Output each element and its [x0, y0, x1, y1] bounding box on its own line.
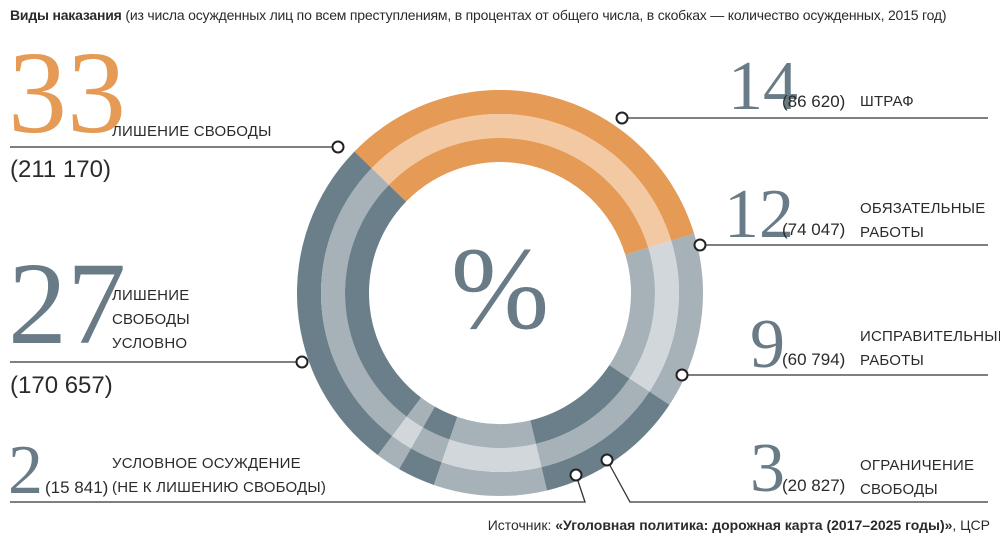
donut-middle-slice-fine	[629, 240, 679, 392]
chart-title-rest: (из числа осужденных лиц по всем преступ…	[125, 7, 947, 23]
center-percent-symbol: %	[451, 223, 549, 354]
donut-outer-slice-restriction	[399, 448, 442, 485]
pct-suspended: 27	[8, 238, 126, 369]
donut-inner-slice-compulsory	[530, 365, 630, 444]
marker-suspended	[295, 355, 309, 369]
leader-line-restriction	[606, 459, 988, 503]
label-suspended-line1: ЛИШЕНИЕ	[112, 287, 190, 304]
label-restriction-line2: СВОБОДЫ	[860, 481, 938, 498]
pct-fine: 14	[728, 48, 798, 125]
chart-title-bold: Виды наказания	[10, 7, 122, 23]
count-conditional: (15 841)	[45, 478, 109, 497]
source-note: Источник: «Уголовная политика: дорожная …	[488, 517, 990, 533]
leader-lines	[10, 117, 988, 503]
count-deprivation: (211 170)	[10, 156, 111, 183]
label-compulsory-line2: РАБОТЫ	[860, 224, 924, 241]
donut-middle-slice-correctional	[441, 439, 542, 472]
donut-middle-slice-conditional	[392, 416, 423, 449]
donut-outer-slice-fine	[649, 233, 703, 405]
label-deprivation: ЛИШЕНИЕ СВОБОДЫ	[112, 123, 272, 140]
donut-inner-slice-correctional	[449, 416, 536, 448]
donut-inner-slice-fine	[609, 247, 655, 379]
pct-restriction: 3	[750, 430, 785, 507]
pct-deprivation: 33	[8, 27, 126, 158]
marker-restriction	[600, 453, 614, 467]
label-correctional-line2: РАБОТЫ	[860, 352, 924, 369]
marker-conditional	[569, 468, 583, 482]
marker-deprivation	[331, 140, 345, 154]
donut-middle-slice-compulsory	[535, 378, 650, 468]
count-compulsory: (74 047)	[782, 220, 846, 239]
source-title: «Уголовная политика: дорожная карта (201…	[555, 517, 953, 533]
label-restriction-line1: ОГРАНИЧЕНИЕ	[860, 457, 975, 474]
donut-inner-slice-suspended	[345, 184, 422, 417]
donut-inner-slice-restriction	[422, 406, 458, 440]
leader-line-conditional	[10, 474, 586, 503]
donut-middle-slice-restriction	[411, 427, 450, 463]
label-markers	[295, 111, 707, 482]
pct-compulsory: 12	[724, 176, 794, 253]
donut-inner-slice-deprivation	[388, 137, 649, 255]
donut-outer-slice-suspended	[296, 151, 393, 456]
count-fine: (86 620)	[782, 92, 846, 111]
count-restriction: (20 827)	[782, 476, 846, 495]
pct-conditional: 2	[8, 432, 43, 509]
label-conditional-line1: УСЛОВНОЕ ОСУЖДЕНИЕ	[112, 455, 301, 472]
label-suspended-line3: УСЛОВНО	[112, 335, 188, 352]
label-correctional-line1: ИСПРАВИТЕЛЬНЫЕ	[860, 328, 1000, 345]
donut-outer-slice-correctional	[433, 462, 548, 496]
label-fine: ШТРАФ	[860, 93, 914, 110]
source-suffix: , ЦСР	[952, 517, 990, 533]
donut-middle-slice-suspended	[321, 168, 407, 436]
label-suspended-line2: СВОБОДЫ	[112, 311, 190, 328]
count-correctional: (60 794)	[782, 350, 846, 369]
donut-inner-slice-conditional	[406, 397, 435, 428]
source-prefix: Источник:	[487, 517, 556, 533]
marker-correctional	[675, 368, 689, 382]
label-compulsory-line1: ОБЯЗАТЕЛЬНЫЕ	[860, 200, 986, 217]
marker-fine	[615, 111, 629, 125]
marker-compulsory	[693, 238, 707, 252]
label-conditional-line2: (НЕ К ЛИШЕНИЮ СВОБОДЫ)	[112, 479, 327, 496]
donut-outer-slice-conditional	[377, 435, 412, 470]
chart-title: Виды наказания (из числа осужденных лиц …	[10, 7, 946, 23]
count-suspended: (170 657)	[10, 372, 113, 399]
donut-rings	[296, 89, 703, 496]
donut-middle-slice-deprivation	[371, 114, 672, 248]
donut-outer-slice-deprivation	[354, 89, 695, 241]
pct-correctional: 9	[750, 306, 785, 383]
donut-outer-slice-compulsory	[541, 391, 670, 491]
